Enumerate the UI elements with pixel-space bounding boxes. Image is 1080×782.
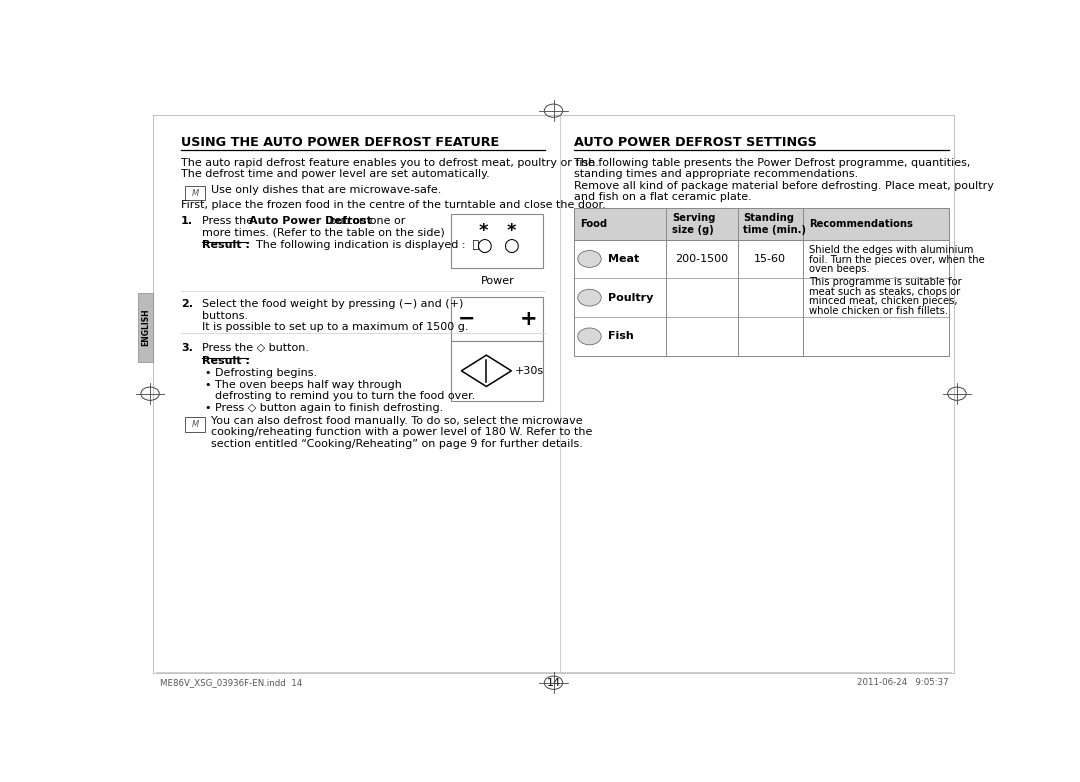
Text: more times. (Refer to the table on the side): more times. (Refer to the table on the s… (202, 228, 445, 238)
Text: •: • (204, 403, 211, 413)
Text: 200-1500: 200-1500 (675, 254, 729, 264)
Text: and fish on a flat ceramic plate.: and fish on a flat ceramic plate. (575, 192, 752, 202)
Text: ENGLISH: ENGLISH (141, 309, 150, 346)
Text: ○: ○ (503, 237, 519, 255)
Text: +: + (519, 309, 537, 329)
Text: 15-60: 15-60 (754, 254, 786, 264)
Text: cooking/reheating function with a power level of 180 W. Refer to the: cooking/reheating function with a power … (212, 428, 593, 437)
Text: Recommendations: Recommendations (809, 219, 913, 229)
Text: Result :: Result : (202, 357, 249, 367)
Text: Shield the edges with aluminium: Shield the edges with aluminium (809, 245, 973, 255)
Text: Remove all kind of package material before defrosting. Place meat, poultry: Remove all kind of package material befo… (575, 181, 995, 191)
Bar (451, 214, 543, 268)
Text: oven beeps.: oven beeps. (809, 264, 869, 274)
Text: ME86V_XSG_03936F-EN.indd  14: ME86V_XSG_03936F-EN.indd 14 (160, 678, 302, 687)
Text: Poultry: Poultry (608, 292, 653, 303)
Text: button one or: button one or (326, 216, 405, 226)
Text: •: • (204, 368, 211, 378)
Text: Food: Food (580, 219, 607, 229)
Text: AUTO POWER DEFROST SETTINGS: AUTO POWER DEFROST SETTINGS (575, 136, 818, 149)
Text: Use only dishes that are microwave-safe.: Use only dishes that are microwave-safe. (212, 185, 442, 195)
Bar (575, 239, 948, 356)
Text: 2.: 2. (181, 300, 193, 309)
Text: whole chicken or fish fillets.: whole chicken or fish fillets. (809, 306, 948, 316)
Text: M: M (191, 420, 199, 429)
Text: 2011-06-24   9:05:37: 2011-06-24 9:05:37 (856, 678, 948, 687)
Bar (451, 297, 543, 341)
Text: foil. Turn the pieces over, when the: foil. Turn the pieces over, when the (809, 255, 985, 264)
Text: This programme is suitable for: This programme is suitable for (809, 277, 961, 287)
Text: The following table presents the Power Defrost programme, quantities,: The following table presents the Power D… (575, 158, 971, 167)
Text: The defrost time and power level are set automatically.: The defrost time and power level are set… (181, 169, 490, 179)
Text: Fish: Fish (608, 332, 634, 342)
FancyBboxPatch shape (186, 186, 205, 200)
Text: −: − (458, 309, 475, 329)
Bar (138, 292, 153, 362)
Text: Press the: Press the (202, 216, 257, 226)
Text: Press the ◇ button.: Press the ◇ button. (202, 343, 309, 353)
Text: The auto rapid defrost feature enables you to defrost meat, poultry or fish.: The auto rapid defrost feature enables y… (181, 158, 599, 167)
Text: Result :: Result : (202, 240, 249, 250)
Text: Standing
time (min.): Standing time (min.) (743, 213, 807, 235)
Text: meat such as steaks, chops or: meat such as steaks, chops or (809, 286, 960, 296)
Text: ○: ○ (475, 237, 491, 255)
Text: 14: 14 (546, 678, 561, 688)
Text: Auto Power Defrost: Auto Power Defrost (248, 216, 372, 226)
Text: M: M (191, 188, 199, 198)
Text: •: • (204, 380, 211, 390)
Polygon shape (461, 355, 512, 386)
Bar (575, 208, 948, 239)
Text: defrosting to remind you to turn the food over.: defrosting to remind you to turn the foo… (215, 391, 475, 401)
Text: 1.: 1. (181, 216, 193, 226)
Text: Defrosting begins.: Defrosting begins. (215, 368, 316, 378)
Text: section entitled “Cooking/Reheating” on page 9 for further details.: section entitled “Cooking/Reheating” on … (212, 439, 583, 449)
Text: minced meat, chicken pieces,: minced meat, chicken pieces, (809, 296, 957, 307)
Text: Power: Power (481, 276, 514, 285)
Text: It is possible to set up to a maximum of 1500 g.: It is possible to set up to a maximum of… (202, 322, 469, 332)
Text: USING THE AUTO POWER DEFROST FEATURE: USING THE AUTO POWER DEFROST FEATURE (181, 136, 499, 149)
Text: First, place the frozen food in the centre of the turntable and close the door.: First, place the frozen food in the cent… (181, 200, 606, 210)
FancyBboxPatch shape (186, 417, 205, 432)
Text: standing times and appropriate recommendations.: standing times and appropriate recommend… (575, 169, 859, 179)
Text: The following indication is displayed :  ⎕: The following indication is displayed : … (256, 240, 480, 250)
Bar (451, 341, 543, 401)
Text: The oven beeps half way through: The oven beeps half way through (215, 380, 402, 390)
Text: 3.: 3. (181, 343, 193, 353)
Text: Press ◇ button again to finish defrosting.: Press ◇ button again to finish defrostin… (215, 403, 443, 413)
Text: +30s: +30s (515, 366, 544, 376)
Circle shape (578, 250, 602, 267)
Text: *: * (507, 221, 516, 239)
Circle shape (578, 328, 602, 345)
Circle shape (578, 289, 602, 306)
Text: You can also defrost food manually. To do so, select the microwave: You can also defrost food manually. To d… (212, 416, 583, 426)
Text: Select the food weight by pressing (−) and (+): Select the food weight by pressing (−) a… (202, 300, 463, 309)
Text: Serving
size (g): Serving size (g) (673, 213, 716, 235)
Text: *: * (478, 221, 488, 239)
Text: buttons.: buttons. (202, 310, 248, 321)
Text: Meat: Meat (608, 254, 639, 264)
